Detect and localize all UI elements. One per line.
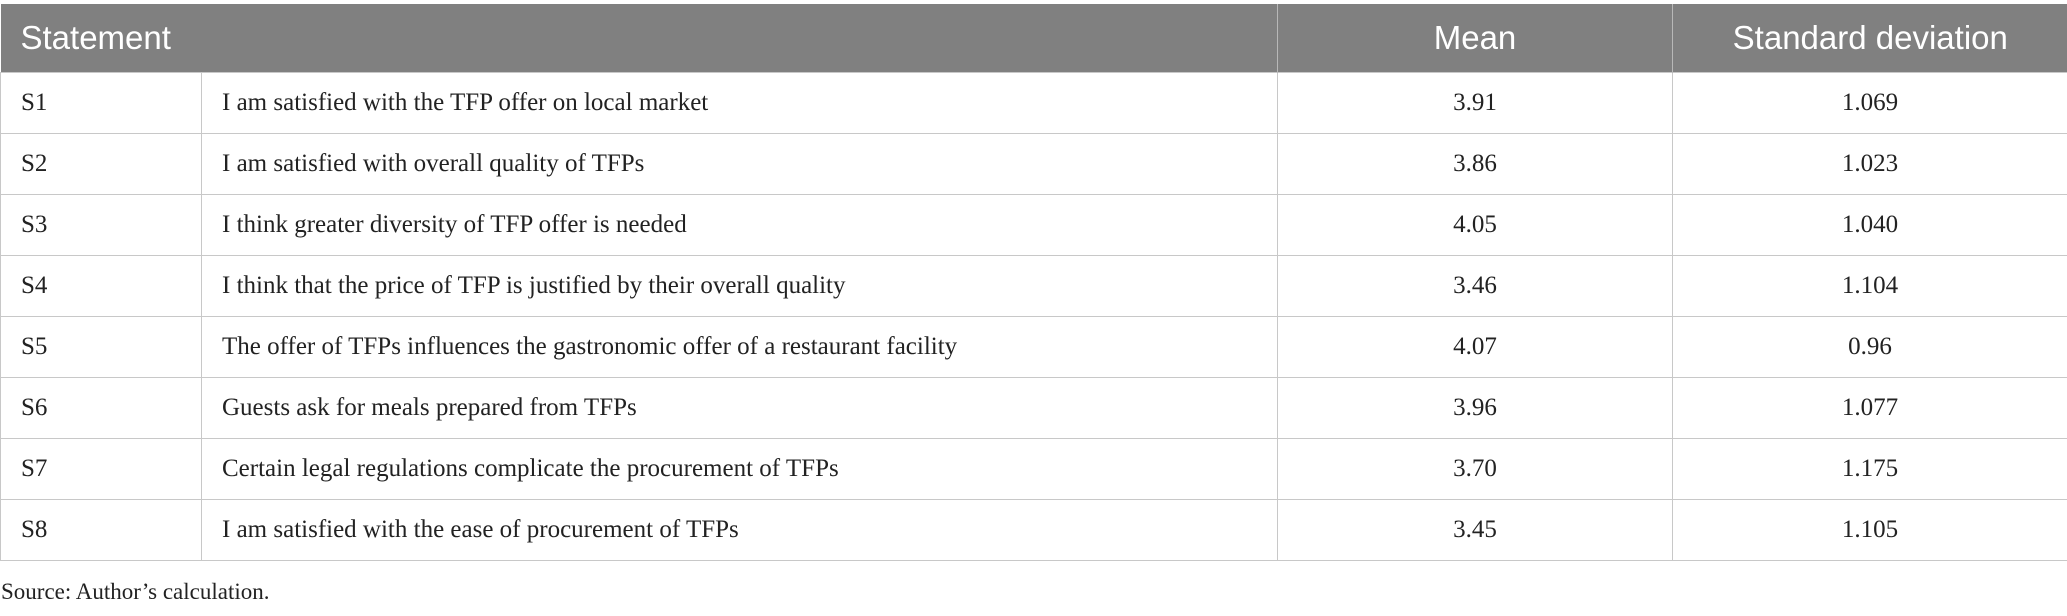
statement-id: S6 [0, 377, 202, 439]
statement-id: S5 [0, 316, 202, 378]
statement-text: Certain legal regulations complicate the… [200, 438, 1279, 500]
header-statement: Statement [0, 4, 1278, 73]
statement-text: I think that the price of TFP is justifi… [200, 255, 1279, 317]
mean-value: 3.91 [1277, 72, 1674, 134]
statement-id: S3 [0, 194, 202, 256]
statement-id: S2 [0, 133, 202, 195]
mean-value: 4.07 [1277, 316, 1674, 378]
table-body: S1 I am satisfied with the TFP offer on … [0, 72, 2067, 561]
statement-id: S1 [0, 72, 202, 134]
table-row: S3 I think greater diversity of TFP offe… [0, 194, 2067, 256]
mean-value: 4.05 [1277, 194, 1674, 256]
mean-value: 3.70 [1277, 438, 1674, 500]
mean-value: 3.86 [1277, 133, 1674, 195]
header-standard-deviation: Standard deviation [1672, 4, 2067, 73]
statements-table-container: Statement Mean Standard deviation S1 I a… [0, 4, 2067, 561]
table-row: S7 Certain legal regulations complicate … [0, 438, 2067, 500]
std-value: 1.069 [1672, 72, 2067, 134]
table-row: S6 Guests ask for meals prepared from TF… [0, 377, 2067, 439]
source-note: Source: Author’s calculation. [1, 579, 270, 604]
statements-table: Statement Mean Standard deviation S1 I a… [0, 4, 2067, 561]
header-mean: Mean [1277, 4, 1673, 73]
statement-id: S4 [0, 255, 202, 317]
mean-value: 3.46 [1277, 255, 1674, 317]
statement-text: Guests ask for meals prepared from TFPs [200, 377, 1279, 439]
table-row: S8 I am satisfied with the ease of procu… [0, 499, 2067, 561]
statement-text: I am satisfied with the ease of procurem… [200, 499, 1279, 561]
header-row: Statement Mean Standard deviation [0, 4, 2067, 73]
std-value: 1.023 [1672, 133, 2067, 195]
statement-id: S7 [0, 438, 202, 500]
table-row: S2 I am satisfied with overall quality o… [0, 133, 2067, 195]
std-value: 1.040 [1672, 194, 2067, 256]
std-value: 1.175 [1672, 438, 2067, 500]
statement-text: I am satisfied with overall quality of T… [200, 133, 1279, 195]
statement-text: I think greater diversity of TFP offer i… [200, 194, 1279, 256]
statement-text: I am satisfied with the TFP offer on loc… [200, 72, 1279, 134]
std-value: 1.104 [1672, 255, 2067, 317]
std-value: 1.105 [1672, 499, 2067, 561]
table-row: S5 The offer of TFPs influences the gast… [0, 316, 2067, 378]
table-row: S4 I think that the price of TFP is just… [0, 255, 2067, 317]
mean-value: 3.45 [1277, 499, 1674, 561]
std-value: 1.077 [1672, 377, 2067, 439]
table-row: S1 I am satisfied with the TFP offer on … [0, 72, 2067, 134]
statement-text: The offer of TFPs influences the gastron… [200, 316, 1279, 378]
mean-value: 3.96 [1277, 377, 1674, 439]
table-header: Statement Mean Standard deviation [0, 4, 2067, 73]
statement-id: S8 [0, 499, 202, 561]
std-value: 0.96 [1672, 316, 2067, 378]
